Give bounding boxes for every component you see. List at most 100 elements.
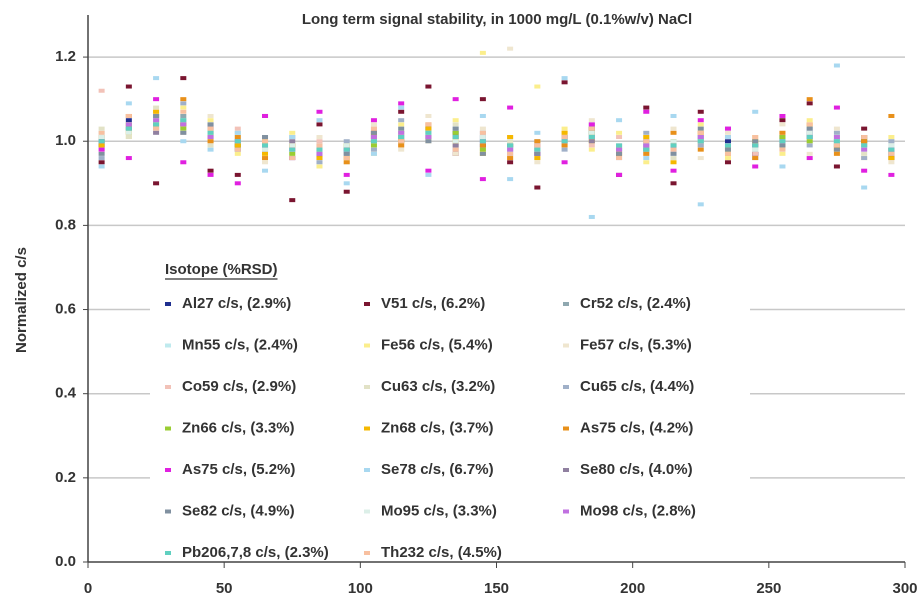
point [779,139,786,144]
point [153,105,160,110]
point [861,143,868,148]
point [888,143,895,148]
point [370,143,377,148]
point [507,177,514,182]
legend-label: As75 c/s, (5.2%) [182,461,295,478]
legend-marker [165,385,171,389]
point [343,172,350,177]
point [507,160,514,165]
point [479,143,486,148]
point [262,143,269,148]
point [888,113,895,118]
point [207,168,214,173]
y-tick-label: 0.2 [55,469,76,486]
point [425,135,432,140]
point [616,147,623,152]
point [479,126,486,131]
point [779,135,786,140]
legend-marker [563,302,569,306]
point [561,130,568,135]
point [724,126,731,131]
point [207,122,214,127]
point [724,160,731,165]
point [534,147,541,152]
point [752,156,759,161]
point [207,147,214,152]
y-tick-label: 1.2 [55,48,76,65]
point [343,189,350,194]
point [452,122,459,127]
point [425,122,432,127]
point [289,143,296,148]
point [479,97,486,102]
point [779,164,786,169]
point [588,122,595,127]
point [561,143,568,148]
point [343,160,350,165]
point [452,97,459,102]
point [724,139,731,144]
legend-marker [364,426,370,431]
point [153,130,160,135]
legend-label: Mo95 c/s, (3.3%) [381,502,497,519]
point [697,135,704,140]
point [180,160,187,165]
legend-label: Se80 c/s, (4.0%) [580,461,693,478]
point [833,164,840,169]
point [724,156,731,161]
point [643,156,650,161]
point [806,97,813,102]
point [616,130,623,135]
point [670,130,677,135]
point [425,168,432,173]
point [697,156,704,161]
point [697,202,704,207]
point [289,198,296,203]
point [561,76,568,81]
point [98,147,105,152]
point [262,135,269,140]
point [98,156,105,161]
point [534,185,541,190]
point [507,143,514,148]
point [153,118,160,123]
legend-label: Zn66 c/s, (3.3%) [182,419,295,436]
point [479,50,486,55]
point [670,139,677,144]
legend-marker [364,302,370,306]
point [479,130,486,135]
point [534,160,541,165]
point [752,135,759,140]
legend-box [150,248,750,544]
point [833,105,840,110]
point [888,156,895,161]
point [806,122,813,127]
point [861,126,868,131]
point [779,122,786,127]
point [452,139,459,144]
point [588,147,595,152]
point [343,156,350,161]
point [507,139,514,144]
point [670,181,677,186]
point [316,118,323,123]
point [316,156,323,161]
point [643,139,650,144]
point [398,147,405,152]
point [833,130,840,135]
point [779,113,786,118]
legend-marker [563,385,569,389]
legend-label: As75 c/s, (4.2%) [580,419,693,436]
point [452,147,459,152]
point [125,130,132,135]
point [153,76,160,81]
point [806,135,813,140]
point [779,118,786,123]
point [507,105,514,110]
point [643,160,650,165]
point [861,185,868,190]
legend-marker [364,509,370,514]
point [125,126,132,131]
point [670,143,677,148]
point [697,126,704,131]
